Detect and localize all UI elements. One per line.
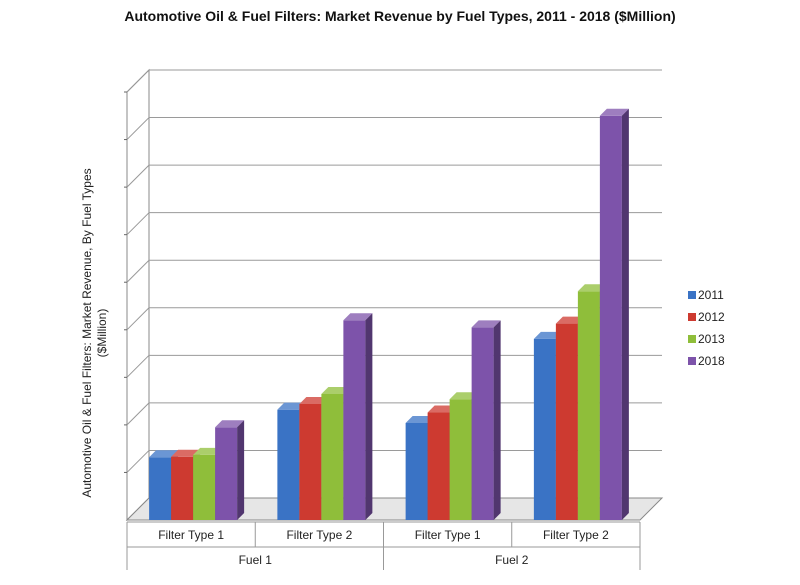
x-tick-label: Filter Type 1 bbox=[158, 528, 224, 542]
bar-top bbox=[149, 450, 179, 458]
bar-front bbox=[405, 422, 428, 520]
legend: 2011 2012 2013 2018 bbox=[688, 284, 725, 372]
bar-2018 bbox=[471, 320, 501, 520]
legend-item: 2018 bbox=[688, 350, 725, 372]
x-tick-label: Filter Type 2 bbox=[543, 528, 609, 542]
gridline-wall bbox=[126, 402, 150, 426]
bar-front bbox=[149, 457, 172, 520]
bar-front bbox=[171, 456, 194, 520]
bar-2018 bbox=[215, 420, 245, 520]
legend-item: 2012 bbox=[688, 306, 725, 328]
x-group-label: Fuel 1 bbox=[239, 553, 273, 567]
x-tick-label: Filter Type 1 bbox=[415, 528, 481, 542]
bar-top bbox=[215, 420, 245, 428]
x-tick-label: Filter Type 2 bbox=[286, 528, 352, 542]
bar-top bbox=[449, 392, 479, 400]
legend-swatch bbox=[688, 357, 696, 365]
legend-label: 2012 bbox=[698, 310, 725, 324]
bar-top bbox=[427, 405, 457, 413]
bar-front bbox=[555, 323, 578, 520]
bar-top bbox=[299, 396, 329, 404]
bar-front bbox=[533, 338, 556, 520]
bar-front bbox=[577, 291, 600, 520]
bar-top bbox=[533, 331, 563, 339]
bar-top bbox=[471, 320, 501, 328]
bar-side bbox=[621, 108, 629, 521]
legend-item: 2013 bbox=[688, 328, 725, 350]
bar-top bbox=[277, 402, 307, 410]
bar-front bbox=[299, 403, 322, 520]
bar-side bbox=[493, 320, 501, 520]
legend-swatch bbox=[688, 335, 696, 343]
bar-front bbox=[215, 427, 238, 520]
bar-front bbox=[277, 409, 300, 520]
bar-side bbox=[365, 313, 373, 520]
gridline-wall bbox=[126, 450, 150, 473]
bar-top bbox=[555, 316, 585, 324]
bar-top bbox=[321, 386, 351, 394]
legend-label: 2013 bbox=[698, 332, 725, 346]
bar-top bbox=[405, 415, 435, 423]
gridline-wall bbox=[126, 212, 150, 236]
gridline-wall bbox=[126, 259, 150, 283]
bar-2018 bbox=[599, 108, 629, 521]
gridline-wall bbox=[126, 117, 150, 140]
bar-front bbox=[427, 412, 450, 520]
chart-title: Automotive Oil & Fuel Filters: Market Re… bbox=[124, 8, 676, 24]
bar-front bbox=[471, 327, 494, 520]
gridline-wall bbox=[126, 307, 150, 331]
bar-front bbox=[321, 393, 344, 520]
gridline-wall bbox=[126, 164, 150, 188]
gridline-wall bbox=[126, 69, 150, 93]
bar-front bbox=[343, 320, 366, 520]
bar-front bbox=[599, 115, 622, 521]
legend-item: 2011 bbox=[688, 284, 725, 306]
bar-top bbox=[599, 108, 629, 116]
bar-top bbox=[193, 447, 223, 455]
legend-swatch bbox=[688, 313, 696, 321]
x-group-label: Fuel 2 bbox=[495, 553, 529, 567]
bar-2018 bbox=[343, 313, 373, 520]
chart-left-wall bbox=[126, 68, 150, 522]
legend-label: 2018 bbox=[698, 354, 725, 368]
legend-label: 2011 bbox=[698, 288, 724, 302]
bar-front bbox=[193, 454, 216, 520]
gridline-wall bbox=[126, 354, 150, 378]
bar-top bbox=[171, 449, 201, 457]
bar-top bbox=[577, 284, 607, 292]
bar-side bbox=[237, 420, 245, 520]
bar-top bbox=[343, 313, 373, 321]
legend-swatch bbox=[688, 291, 696, 299]
bar-front bbox=[449, 399, 472, 520]
